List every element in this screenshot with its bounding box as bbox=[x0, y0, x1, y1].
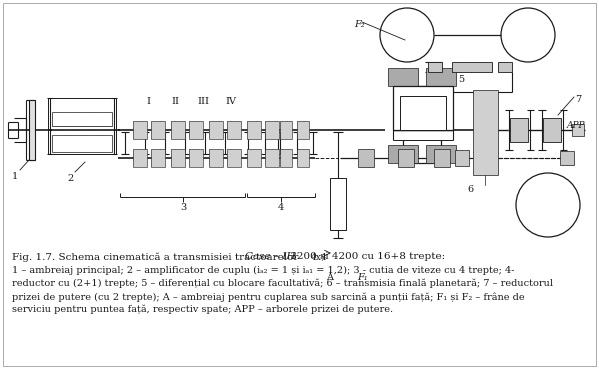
Text: IV: IV bbox=[225, 97, 237, 106]
Bar bbox=[280, 149, 292, 167]
Bar bbox=[426, 145, 456, 163]
Text: 3200 și 4200 cu 16+8 trepte:: 3200 și 4200 cu 16+8 trepte: bbox=[287, 252, 445, 261]
Bar bbox=[280, 121, 292, 139]
Bar bbox=[330, 178, 346, 230]
Bar bbox=[498, 62, 512, 72]
Bar bbox=[388, 145, 418, 163]
Bar bbox=[48, 98, 116, 154]
Bar bbox=[227, 149, 241, 167]
Bar bbox=[151, 149, 165, 167]
Text: F₁: F₁ bbox=[356, 273, 367, 282]
Bar bbox=[189, 149, 203, 167]
Text: 1 – ambreiaj principal; 2 – amplificator de cuplu (iₐ₂ = 1 și iₐ₁ = 1,2); 3 - cu: 1 – ambreiaj principal; 2 – amplificator… bbox=[12, 266, 515, 275]
Bar bbox=[428, 62, 442, 72]
Bar bbox=[265, 149, 279, 167]
Text: 6: 6 bbox=[467, 185, 473, 194]
Bar bbox=[358, 149, 374, 167]
Bar bbox=[510, 118, 528, 142]
Bar bbox=[400, 96, 446, 130]
Text: F₂: F₂ bbox=[354, 20, 365, 29]
Bar bbox=[52, 135, 112, 152]
Bar bbox=[52, 112, 112, 126]
Bar bbox=[473, 90, 498, 175]
Text: A: A bbox=[326, 273, 334, 282]
Text: I: I bbox=[146, 97, 150, 106]
Bar bbox=[171, 121, 185, 139]
Text: reductor cu (2+1) trepte; 5 – diferențial cu blocare facultativă; 6 – transmisia: reductor cu (2+1) trepte; 5 – diferenția… bbox=[12, 279, 553, 289]
Bar bbox=[393, 86, 453, 130]
Text: III: III bbox=[197, 97, 209, 106]
Bar bbox=[209, 121, 223, 139]
Bar bbox=[29, 100, 35, 160]
Text: 5: 5 bbox=[458, 75, 464, 84]
Bar bbox=[151, 121, 165, 139]
Text: 4: 4 bbox=[278, 203, 284, 212]
Bar bbox=[189, 121, 203, 139]
Bar bbox=[388, 68, 418, 86]
Text: 7: 7 bbox=[575, 95, 581, 104]
Text: 2: 2 bbox=[67, 174, 73, 183]
Bar bbox=[543, 118, 561, 142]
Text: prizei de putere (cu 2 trepte); A – ambreiaj pentru cuplarea sub sarcină a punți: prizei de putere (cu 2 trepte); A – ambr… bbox=[12, 292, 525, 301]
Bar bbox=[265, 121, 279, 139]
Bar bbox=[297, 121, 309, 139]
Text: 1: 1 bbox=[12, 172, 18, 181]
Bar bbox=[209, 149, 223, 167]
Bar bbox=[426, 68, 456, 86]
Text: 4x4: 4x4 bbox=[310, 254, 327, 262]
Bar bbox=[171, 149, 185, 167]
Bar bbox=[434, 149, 450, 167]
Bar bbox=[398, 149, 414, 167]
Text: 3: 3 bbox=[180, 203, 186, 212]
Text: serviciu pentru puntea față, respectiv spate; APP – arborele prizei de putere.: serviciu pentru puntea față, respectiv s… bbox=[12, 305, 393, 314]
Bar bbox=[133, 149, 147, 167]
Text: II: II bbox=[171, 97, 179, 106]
Bar bbox=[560, 151, 574, 165]
Bar bbox=[572, 124, 584, 136]
Bar bbox=[247, 121, 261, 139]
Text: Fig. 1.7. Schema cinematică a transmisiei tractoarelor: Fig. 1.7. Schema cinematică a transmisie… bbox=[12, 252, 302, 262]
Bar bbox=[455, 150, 469, 166]
Bar bbox=[247, 149, 261, 167]
Bar bbox=[452, 62, 492, 72]
Bar bbox=[297, 149, 309, 167]
Bar bbox=[227, 121, 241, 139]
Text: Case – IH: Case – IH bbox=[245, 252, 295, 261]
Text: APP: APP bbox=[567, 121, 585, 130]
Bar bbox=[133, 121, 147, 139]
